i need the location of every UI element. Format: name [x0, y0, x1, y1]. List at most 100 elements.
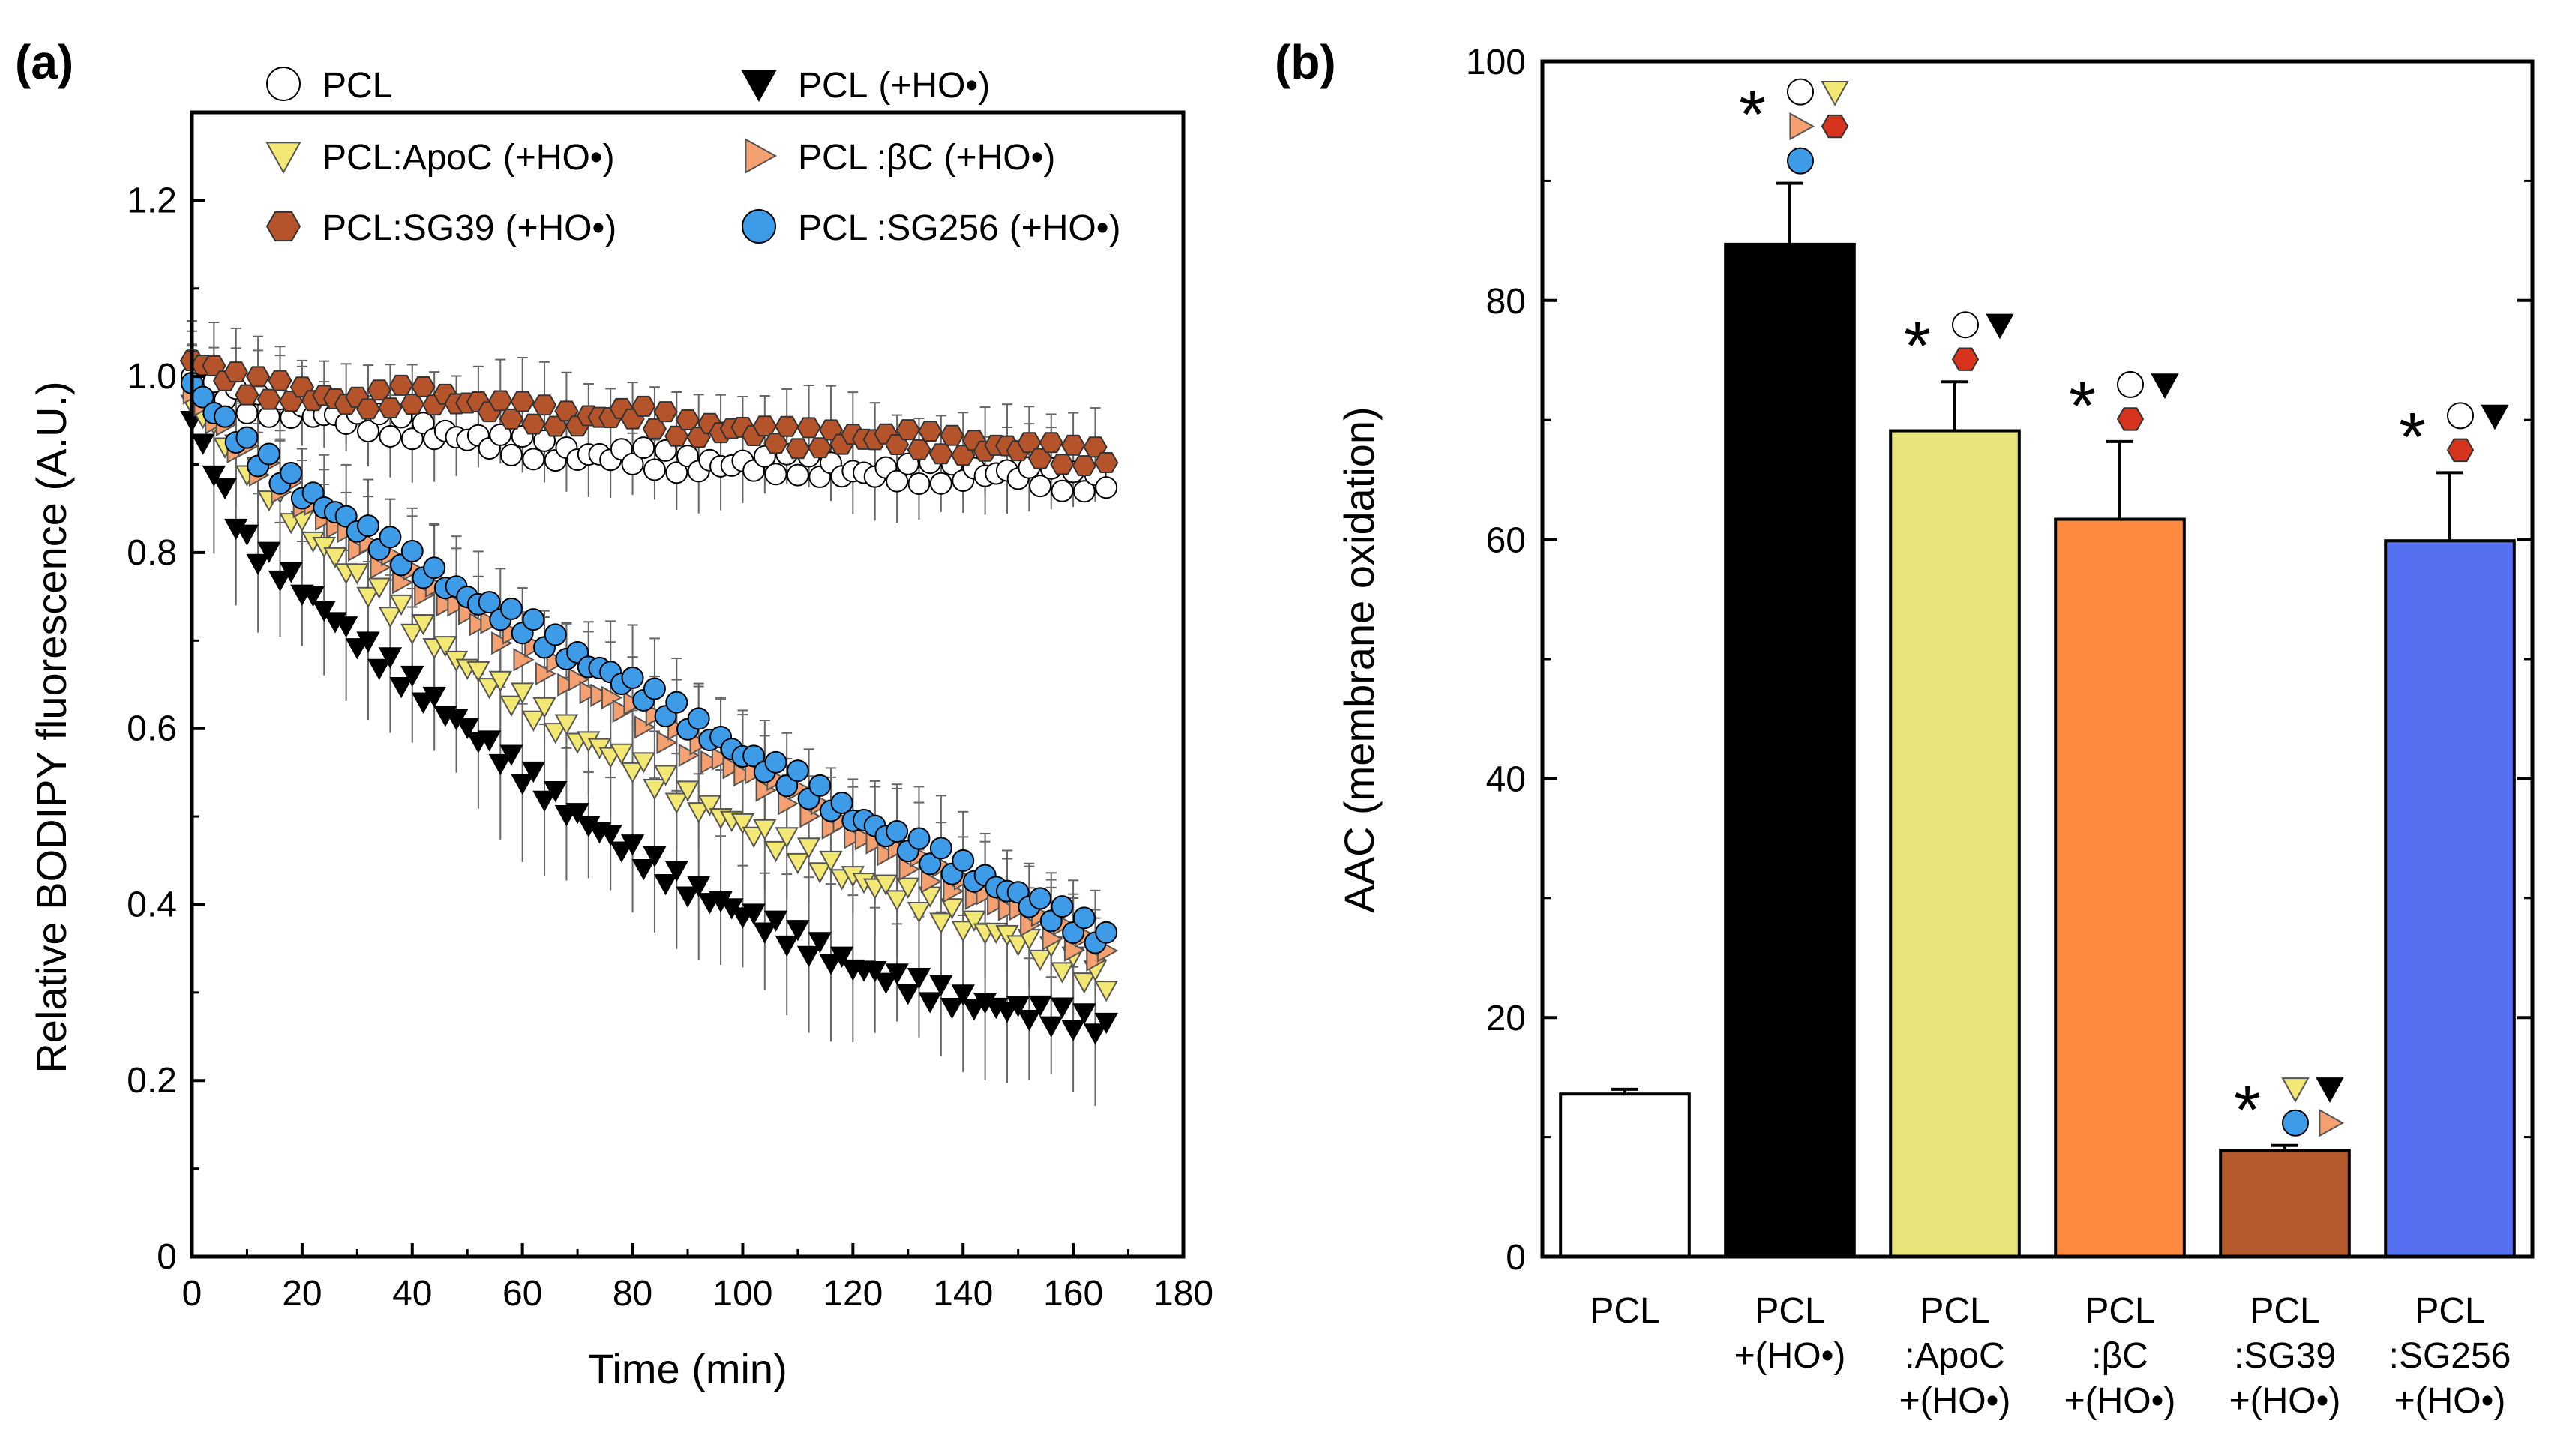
- category-label: :SG39: [2234, 1336, 2336, 1376]
- data-point: [256, 388, 281, 410]
- data-point: [610, 743, 634, 765]
- data-point: [919, 852, 942, 876]
- data-point: [391, 571, 414, 595]
- significance-group: *: [2399, 399, 2509, 475]
- data-point: [513, 648, 535, 672]
- data-point: [730, 813, 755, 835]
- data-point: [653, 401, 678, 423]
- data-point: [686, 876, 711, 897]
- panel-a-y-ticks: 0 0.2 0.4 0.6 0.8 1.0 1.2: [127, 111, 205, 1277]
- data-point: [400, 623, 424, 646]
- data-point: [775, 827, 799, 849]
- data-point: [488, 753, 512, 776]
- data-point: [535, 661, 557, 686]
- data-point: [830, 791, 853, 814]
- panel-b-category-labels: PCL PCL +(HO•) PCL:ApoC +(HO•) PCL:βC +(HO•) PC…: [1590, 1291, 2511, 1421]
- significance-star: *: [1739, 77, 1766, 154]
- legend-marker: [266, 67, 301, 101]
- y-tick-label: 80: [1486, 282, 1526, 322]
- data-point: [844, 825, 865, 849]
- legend-marker: [265, 142, 301, 175]
- y-tick-label: 0: [157, 1237, 177, 1277]
- data-point: [1060, 434, 1086, 456]
- data-point: [874, 874, 898, 896]
- data-point: [499, 443, 523, 466]
- data-point: [477, 730, 502, 752]
- legend-label: PCL: [798, 66, 868, 106]
- data-point: [1042, 927, 1063, 951]
- legend-label-suffix: (+HO•): [503, 138, 615, 178]
- data-point: [940, 997, 964, 1020]
- data-point: [962, 999, 986, 1021]
- data-point: [1072, 906, 1096, 930]
- x-tick-label: 120: [823, 1274, 883, 1314]
- data-point: [1050, 997, 1075, 1019]
- significance-star: *: [1904, 308, 1931, 385]
- data-point: [388, 374, 414, 396]
- data-point: [590, 683, 612, 707]
- data-point: [190, 433, 215, 455]
- x-tick-label: 80: [613, 1274, 652, 1314]
- data-point: [763, 840, 788, 863]
- significance-group: *: [1739, 77, 1849, 175]
- data-point: [819, 850, 843, 873]
- data-point: [423, 556, 446, 580]
- data-point: [775, 415, 799, 437]
- y-tick-label: 1.2: [127, 181, 177, 220]
- x-tick-label: 0: [182, 1274, 202, 1314]
- data-point: [918, 992, 942, 1014]
- data-point: [1094, 1012, 1118, 1035]
- data-point: [664, 861, 689, 882]
- data-point: [676, 780, 700, 802]
- legend-marker: [741, 70, 777, 103]
- x-tick-label: 60: [502, 1274, 542, 1314]
- panel-a-x-ticks: 0 20 40 60 80 100 120 140 160 180: [182, 1243, 1213, 1314]
- data-point: [400, 427, 424, 451]
- data-point: [808, 774, 832, 797]
- legend-entry: PCL: [266, 66, 392, 106]
- y-tick-label: 0: [1506, 1238, 1526, 1278]
- data-point: [378, 397, 403, 418]
- data-point: [929, 837, 952, 860]
- data-point: [356, 631, 380, 653]
- panel-b-bars: [1559, 181, 2516, 1259]
- panel-b-y-axis-title: AAC (membrane oxidation): [1335, 406, 1383, 912]
- data-point: [521, 710, 546, 732]
- data-point: [775, 935, 799, 957]
- data-point: [268, 570, 292, 592]
- data-point: [733, 762, 755, 787]
- panel-b-label: (b): [1275, 35, 1336, 89]
- data-point: [411, 376, 436, 397]
- legend-entry: PCL:ApoC (+HO•): [265, 138, 615, 178]
- data-point: [952, 849, 975, 872]
- data-point: [1028, 949, 1052, 972]
- data-point: [466, 661, 490, 683]
- data-point: [235, 384, 259, 406]
- data-point: [557, 673, 579, 697]
- panel-a-points: [179, 350, 1119, 1045]
- legend-entry: PCL (+HO•): [741, 66, 990, 106]
- data-point: [929, 912, 953, 934]
- data-point: [345, 563, 370, 585]
- data-point: [907, 472, 931, 496]
- legend-label: PCL:ApoC: [322, 138, 493, 178]
- data-point: [345, 638, 370, 660]
- data-point: [378, 607, 403, 628]
- data-point: [565, 803, 589, 825]
- data-point: [940, 424, 964, 446]
- data-point: [544, 781, 568, 803]
- data-point: [829, 946, 854, 968]
- data-point: [764, 750, 787, 774]
- x-tick-label: 180: [1153, 1274, 1213, 1314]
- legend-label: PCL :SG256: [798, 208, 999, 248]
- data-point: [1051, 895, 1074, 918]
- panel-b: (b) 0 20 40 60 80 100 PCL PCL +(HO•) PCL:ApoC +(H…: [1275, 35, 2535, 1421]
- data-point: [819, 954, 843, 975]
- data-point: [433, 636, 457, 658]
- legend-label-suffix: (+HO•): [944, 138, 1056, 178]
- data-point: [697, 795, 722, 816]
- data-point: [499, 408, 524, 430]
- data-point: [422, 686, 446, 709]
- data-point: [877, 843, 898, 867]
- data-point: [964, 886, 986, 910]
